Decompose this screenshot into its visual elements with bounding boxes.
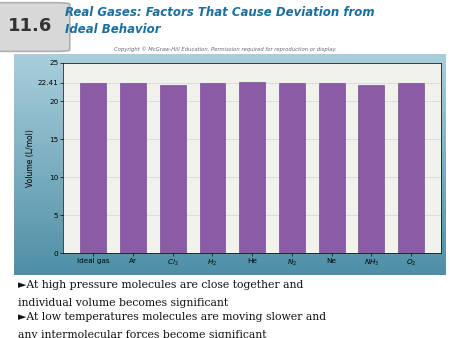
Bar (319, 83, 345, 254)
Text: Copyright © McGraw-Hill Education. Permission required for reproduction or displ: Copyright © McGraw-Hill Education. Permi… (113, 47, 337, 52)
FancyBboxPatch shape (0, 3, 70, 51)
Text: 11.6: 11.6 (9, 17, 53, 35)
Bar (81, 83, 106, 254)
Text: any intermolecular forces become significant: any intermolecular forces become signifi… (18, 330, 266, 338)
Bar (199, 83, 225, 254)
Bar (398, 83, 424, 254)
Text: Real Gases: Factors That Cause Deviation from
Ideal Behavior: Real Gases: Factors That Cause Deviation… (65, 6, 375, 37)
Bar (359, 85, 384, 254)
Bar (239, 82, 265, 254)
Y-axis label: Volume (L/mol): Volume (L/mol) (26, 129, 35, 187)
Text: ►At high pressure molecules are close together and: ►At high pressure molecules are close to… (18, 280, 303, 290)
Bar (279, 83, 305, 254)
Text: ►At low temperatures molecules are moving slower and: ►At low temperatures molecules are movin… (18, 312, 326, 322)
Bar (160, 85, 186, 254)
Text: individual volume becomes significant: individual volume becomes significant (18, 298, 228, 308)
Bar (120, 83, 146, 254)
